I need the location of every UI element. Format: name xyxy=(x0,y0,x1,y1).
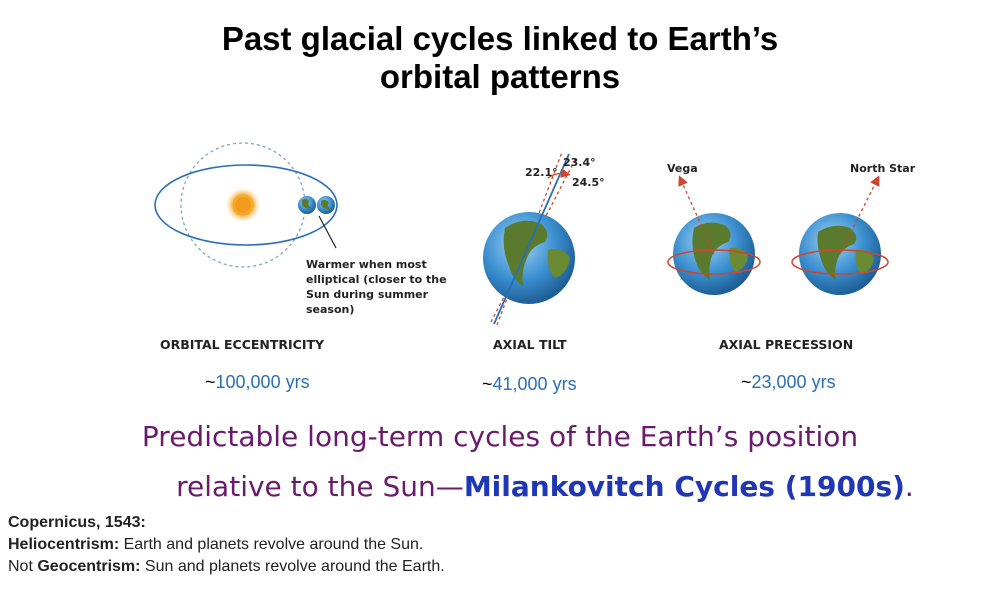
period-precession: ~23,000 yrs xyxy=(741,372,836,393)
notes-line-2: Heliocentrism: Earth and planets revolve… xyxy=(8,534,445,556)
title-line-1: Past glacial cycles linked to Earth’s xyxy=(221,20,779,57)
caption-eccentricity: ORBITAL ECCENTRICITY xyxy=(160,337,325,352)
tagline-line-1: Predictable long-term cycles of the Eart… xyxy=(141,420,859,453)
eccentricity-note-line-2: elliptical (closer to the xyxy=(306,273,447,286)
tilt-axis-mid xyxy=(493,153,570,325)
star-vega-label: Vega xyxy=(667,162,698,175)
geocentrism-text: Sun and planets revolve around the Earth… xyxy=(140,558,445,575)
slide-title: Past glacial cycles linked to Earth’s or… xyxy=(0,20,1000,96)
period-prefix: ~ xyxy=(205,372,216,392)
period-tilt: ~41,000 yrs xyxy=(482,374,577,395)
sun-core-icon xyxy=(235,197,251,213)
tilt-diagram: 22.1° 23.4° 24.5° xyxy=(483,151,605,326)
period-prefix: ~ xyxy=(741,372,752,392)
geocentrism-label: Geocentrism: xyxy=(37,558,141,575)
period-value: 41,000 yrs xyxy=(492,374,577,394)
eccentricity-note-line-3: Sun during summer xyxy=(306,288,429,301)
callout-line xyxy=(318,215,337,249)
caption-tilt: AXIAL TILT xyxy=(493,337,567,352)
milankovitch-figure: Warmer when most elliptical (closer to t… xyxy=(154,142,916,326)
title-line-2: orbital patterns xyxy=(379,58,621,95)
milankovitch-highlight: Milankovitch Cycles (1900s) xyxy=(463,470,905,503)
northstar-pointer xyxy=(839,175,880,255)
eccentricity-note-line-4: season) xyxy=(306,303,354,316)
period-value: 23,000 yrs xyxy=(751,372,836,392)
tilt-arc-arrow xyxy=(547,168,571,179)
period-eccentricity: ~100,000 yrs xyxy=(205,372,310,393)
notes-line-1: Copernicus, 1543: xyxy=(8,512,445,534)
star-northstar-label: North Star xyxy=(850,162,916,175)
heliocentrism-label: Heliocentrism: xyxy=(8,536,120,553)
heliocentrism-text: Earth and planets revolve around the Sun… xyxy=(119,536,424,553)
eccentricity-note-line-1: Warmer when most xyxy=(306,258,427,271)
precession-diagram: Vega North Star xyxy=(667,162,916,295)
elliptical-orbit xyxy=(154,164,338,246)
eccentricity-diagram: Warmer when most elliptical (closer to t… xyxy=(154,142,447,316)
tagline-suffix: . xyxy=(904,470,914,503)
period-prefix: ~ xyxy=(482,374,493,394)
earth-pair-icon xyxy=(298,196,335,214)
notes-line-3: Not Geocentrism: Sun and planets revolve… xyxy=(8,556,445,578)
tagline-line-2: relative to the Sun—Milankovitch Cycles … xyxy=(90,470,1000,503)
not-prefix: Not xyxy=(8,558,38,575)
precession-ring-left xyxy=(667,249,761,275)
tagline-prefix: relative to the Sun— xyxy=(176,470,464,503)
tilt-angle-max: 24.5° xyxy=(572,176,605,189)
period-value: 100,000 yrs xyxy=(215,372,310,392)
tilt-angle-min: 22.1° xyxy=(525,166,558,179)
copernicus-label: Copernicus, 1543: xyxy=(8,514,146,531)
tilt-angle-mid: 23.4° xyxy=(563,156,596,169)
vega-pointer xyxy=(678,175,715,255)
caption-precession: AXIAL PRECESSION xyxy=(719,337,854,352)
precession-ring-right xyxy=(791,249,889,275)
history-notes: Copernicus, 1543: Heliocentrism: Earth a… xyxy=(8,512,445,578)
